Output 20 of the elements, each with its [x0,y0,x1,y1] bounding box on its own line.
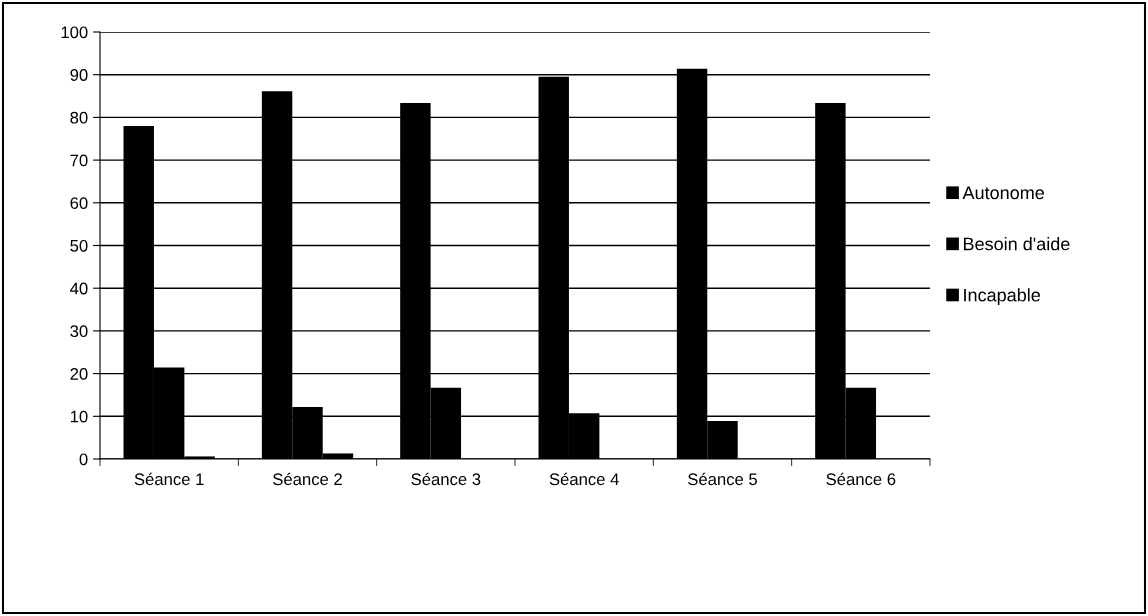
y-tick-label: 10 [70,410,88,423]
y-tick-label: 60 [70,197,88,209]
x-tick-label: Séance 6 [826,472,896,486]
y-tick-label: 90 [70,69,88,81]
y-tick-label: 70 [70,154,88,167]
legend-label: Besoin d'aide [963,237,1070,251]
y-tick-label: 40 [70,282,88,295]
x-tick-label: Séance 3 [411,472,481,486]
legend-label: Incapable [964,288,1040,306]
x-tick-label: Séance 5 [688,472,758,486]
x-tick-label: Séance 4 [549,472,619,486]
legend-label: Autonome [962,186,1045,200]
y-tick-label: 20 [70,368,88,380]
y-tick-label: 50 [70,239,88,252]
y-tick-label: 100 [61,26,88,39]
x-tick-label: Séance 1 [134,472,204,486]
x-tick-label: Séance 2 [273,472,342,486]
y-tick-label: 80 [70,111,88,124]
y-tick-label: 30 [70,325,88,338]
y-tick-label: 0 [79,453,88,466]
